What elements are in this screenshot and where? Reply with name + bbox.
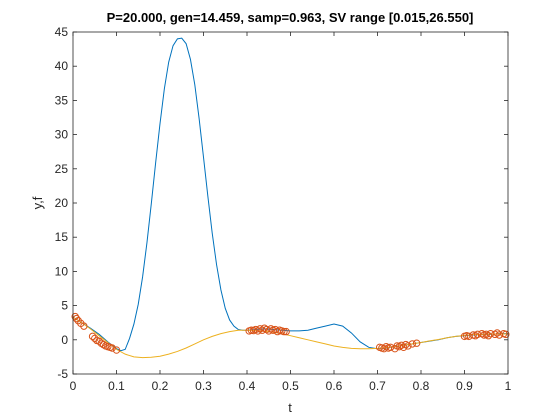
- y-tick-label: 30: [55, 128, 69, 142]
- plot-area: [73, 32, 508, 374]
- sample-point: [502, 330, 510, 339]
- axes-layer: 0 0.1 0.2 0.3 0.4 0.5 0.6 0.7 0.8 0.9 1-5051015202…: [55, 25, 512, 393]
- sample-point: [99, 340, 108, 349]
- y-tick-label: 0: [61, 333, 68, 347]
- y-tick-label: 15: [55, 230, 69, 244]
- y-tick-label: 20: [55, 196, 69, 210]
- x-tick-label: 0.7: [369, 379, 386, 393]
- y-tick-label: 25: [55, 162, 69, 176]
- sample-point: [254, 327, 262, 335]
- sample-point: [267, 325, 275, 333]
- x-tick-label: 0: [70, 379, 77, 393]
- x-tick-label: 0.5: [282, 379, 299, 393]
- x-tick-label: 0.6: [326, 379, 343, 393]
- sample-point: [408, 340, 416, 348]
- sample-point: [491, 330, 499, 339]
- x-tick-label: 0.2: [152, 379, 169, 393]
- sample-point: [404, 342, 412, 350]
- y-tick-label: 10: [55, 264, 69, 278]
- series-line-2: [72, 316, 508, 359]
- x-tick-label: 0.8: [413, 379, 430, 393]
- y-tick-label: -5: [57, 367, 68, 381]
- x-tick-label: 1: [505, 379, 512, 393]
- y-tick-label: 45: [55, 25, 69, 39]
- y-tick-label: 5: [61, 299, 68, 313]
- sample-point: [478, 329, 486, 338]
- sample-point: [88, 332, 97, 341]
- sample-point: [282, 327, 290, 336]
- y-tick-label: 35: [55, 93, 69, 107]
- sample-point: [80, 322, 88, 330]
- x-tick-label: 0.4: [239, 379, 256, 393]
- sample-point: [395, 342, 403, 351]
- sample-point: [382, 342, 390, 351]
- x-tick-label: 0.1: [108, 379, 125, 393]
- sample-point: [482, 330, 490, 339]
- sample-point: [108, 344, 116, 352]
- sample-point: [112, 346, 121, 354]
- x-tick-label: 0.9: [456, 379, 473, 393]
- y-axis-label: y,f: [30, 196, 45, 209]
- y-tick-label: 40: [55, 59, 69, 73]
- sample-point: [412, 339, 421, 347]
- x-tick-label: 0.3: [195, 379, 212, 393]
- chart-title: P=20.000, gen=14.459, samp=0.963, SV ran…: [107, 10, 474, 25]
- x-axis-label: t: [288, 400, 292, 415]
- sample-point: [280, 327, 288, 336]
- data-layer: [71, 37, 510, 359]
- sample-point: [471, 332, 480, 340]
